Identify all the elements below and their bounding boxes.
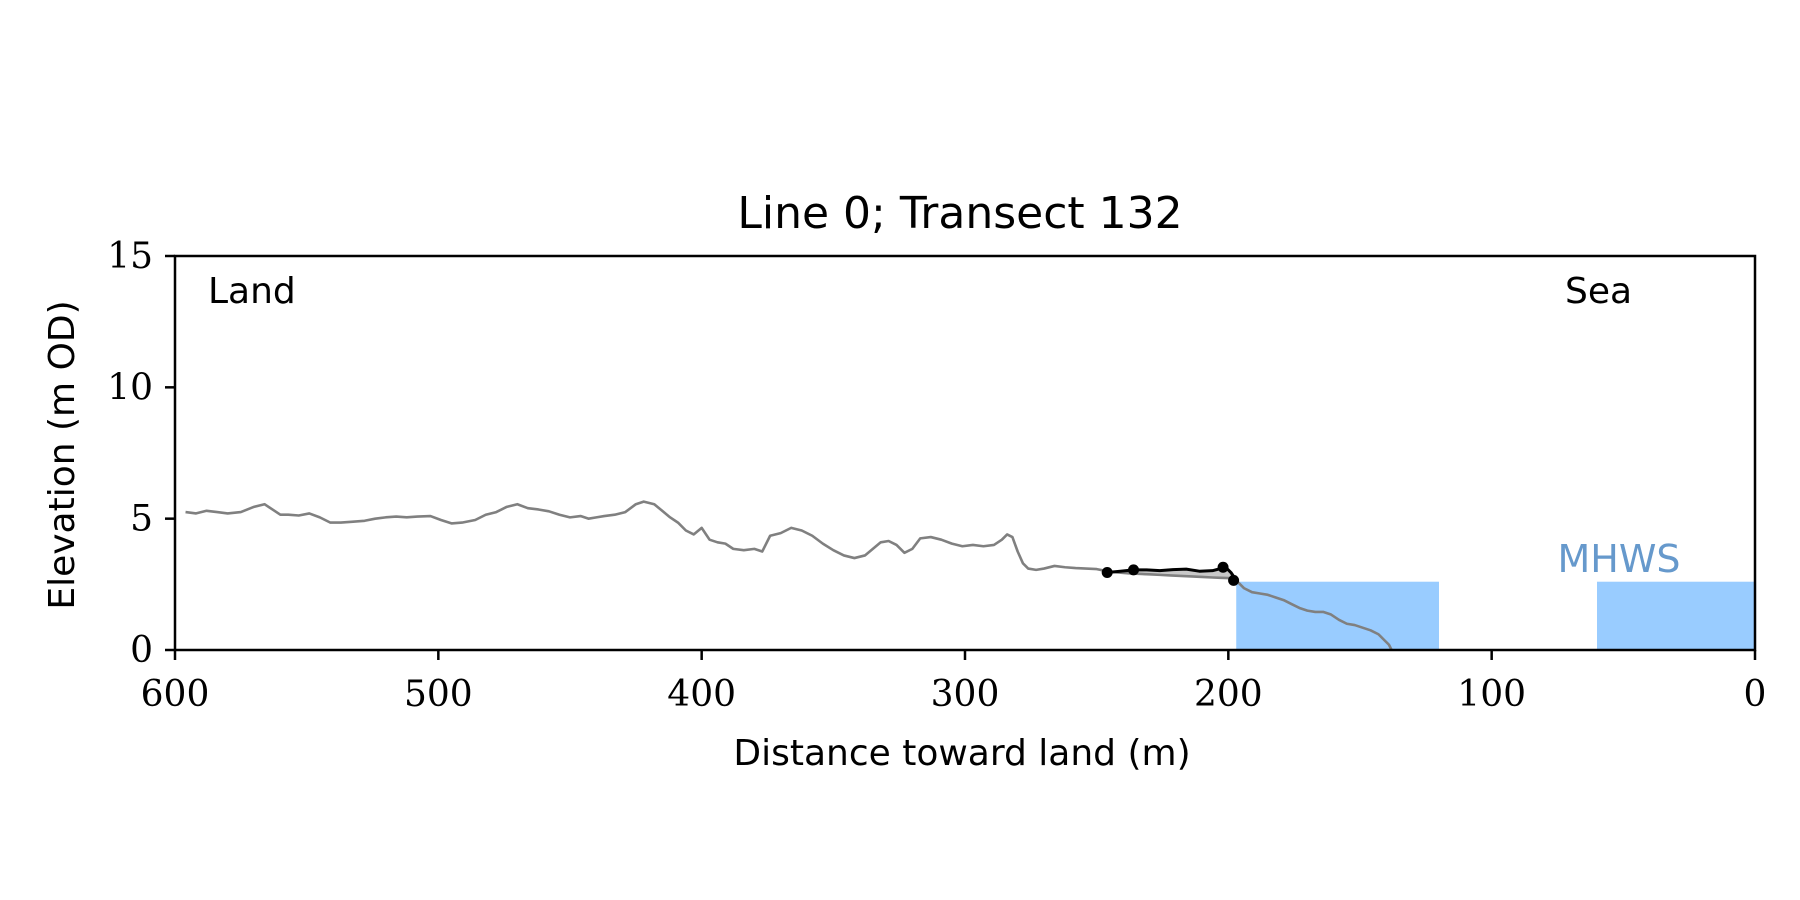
x-tick-label: 500 <box>404 674 473 715</box>
x-tick-label: 100 <box>1457 674 1526 715</box>
sea-label: Sea <box>1565 271 1632 312</box>
water-region-1 <box>1236 581 1439 650</box>
feature-point <box>1128 564 1140 576</box>
ticks-layer: 600 500 400 300 200 100 0 0 5 10 15 <box>107 236 1766 715</box>
feature-point <box>1228 574 1240 586</box>
x-tick-label: 300 <box>931 674 1000 715</box>
y-tick-label: 5 <box>130 499 153 540</box>
x-tick-label: 200 <box>1194 674 1263 715</box>
feature-point <box>1101 567 1113 579</box>
x-axis-label: Distance toward land (m) <box>733 733 1190 774</box>
feature-point <box>1217 561 1229 573</box>
y-tick-label: 15 <box>107 236 153 277</box>
x-tick-label: 400 <box>667 674 736 715</box>
x-tick-label: 600 <box>141 674 210 715</box>
water-region-2 <box>1597 581 1755 650</box>
mhws-label: MHWS <box>1557 537 1680 581</box>
y-axis-label: Elevation (m OD) <box>42 300 83 609</box>
y-tick-label: 0 <box>130 630 153 671</box>
chart-title: Line 0; Transect 132 <box>737 188 1182 239</box>
land-label: Land <box>208 271 296 312</box>
x-tick-label: 0 <box>1744 674 1767 715</box>
feature-points-layer <box>1101 561 1240 586</box>
water-layer <box>1236 581 1755 650</box>
y-tick-label: 10 <box>107 367 153 408</box>
plot-frame <box>173 254 1757 652</box>
